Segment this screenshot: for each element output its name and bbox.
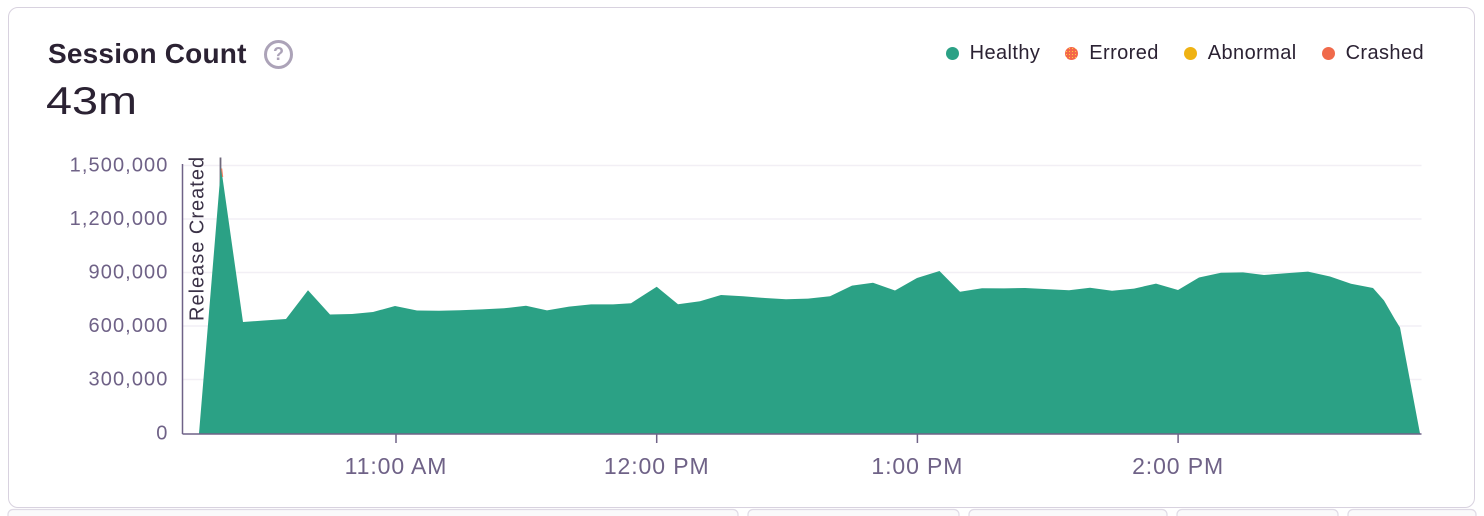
svg-text:900,000: 900,000 (89, 262, 169, 284)
svg-text:1,200,000: 1,200,000 (70, 208, 169, 230)
svg-text:11:00 AM: 11:00 AM (345, 453, 448, 479)
svg-text:1,500,000: 1,500,000 (70, 155, 169, 177)
svg-text:0: 0 (156, 423, 168, 445)
svg-text:1:00 PM: 1:00 PM (871, 453, 963, 479)
svg-text:Release Created: Release Created (187, 156, 209, 321)
svg-text:12:00 PM: 12:00 PM (604, 453, 710, 479)
svg-text:600,000: 600,000 (89, 315, 169, 337)
svg-text:2:00 PM: 2:00 PM (1132, 453, 1224, 479)
svg-text:300,000: 300,000 (89, 369, 169, 391)
